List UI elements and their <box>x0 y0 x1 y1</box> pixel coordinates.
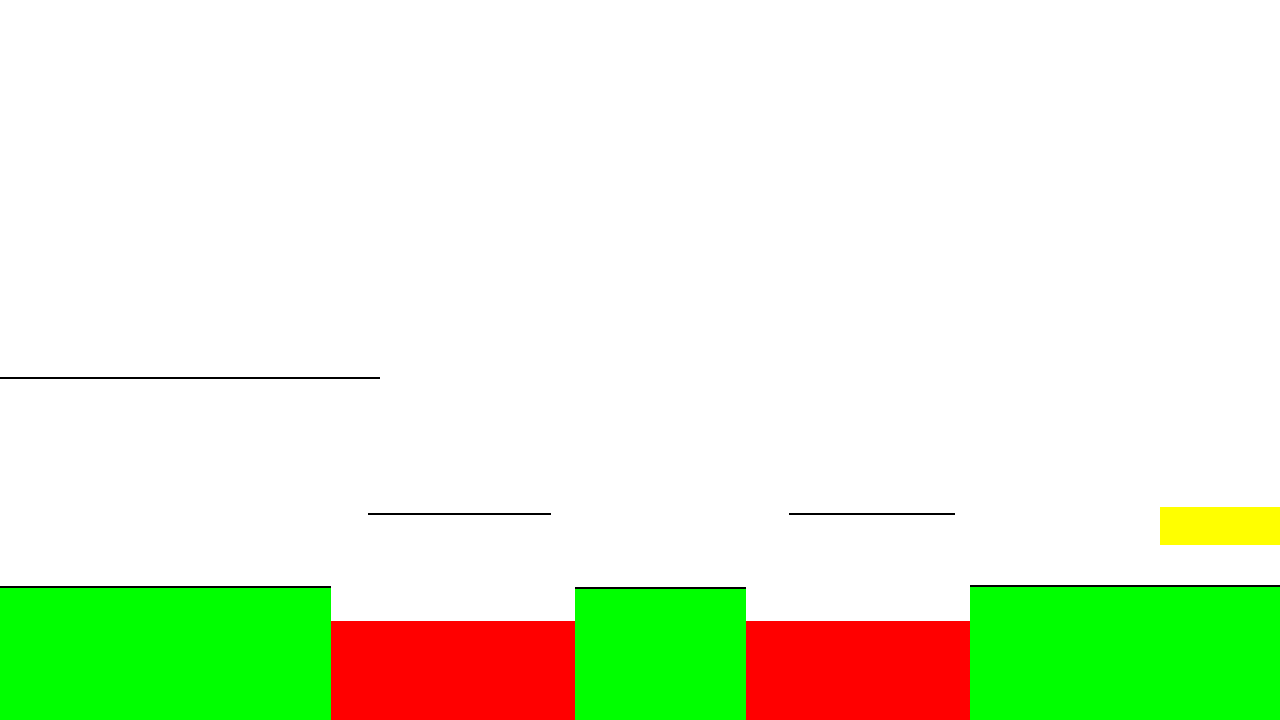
ground-block <box>575 587 746 720</box>
goal-flag <box>1160 507 1280 545</box>
ledge-mid-left <box>368 513 551 515</box>
ledge-mid-right <box>789 513 955 515</box>
hazard-block <box>746 621 970 720</box>
hazard-block <box>331 621 575 720</box>
ground-block <box>970 585 1280 720</box>
ledge-upper-left <box>0 377 380 379</box>
ground-block <box>0 586 331 720</box>
